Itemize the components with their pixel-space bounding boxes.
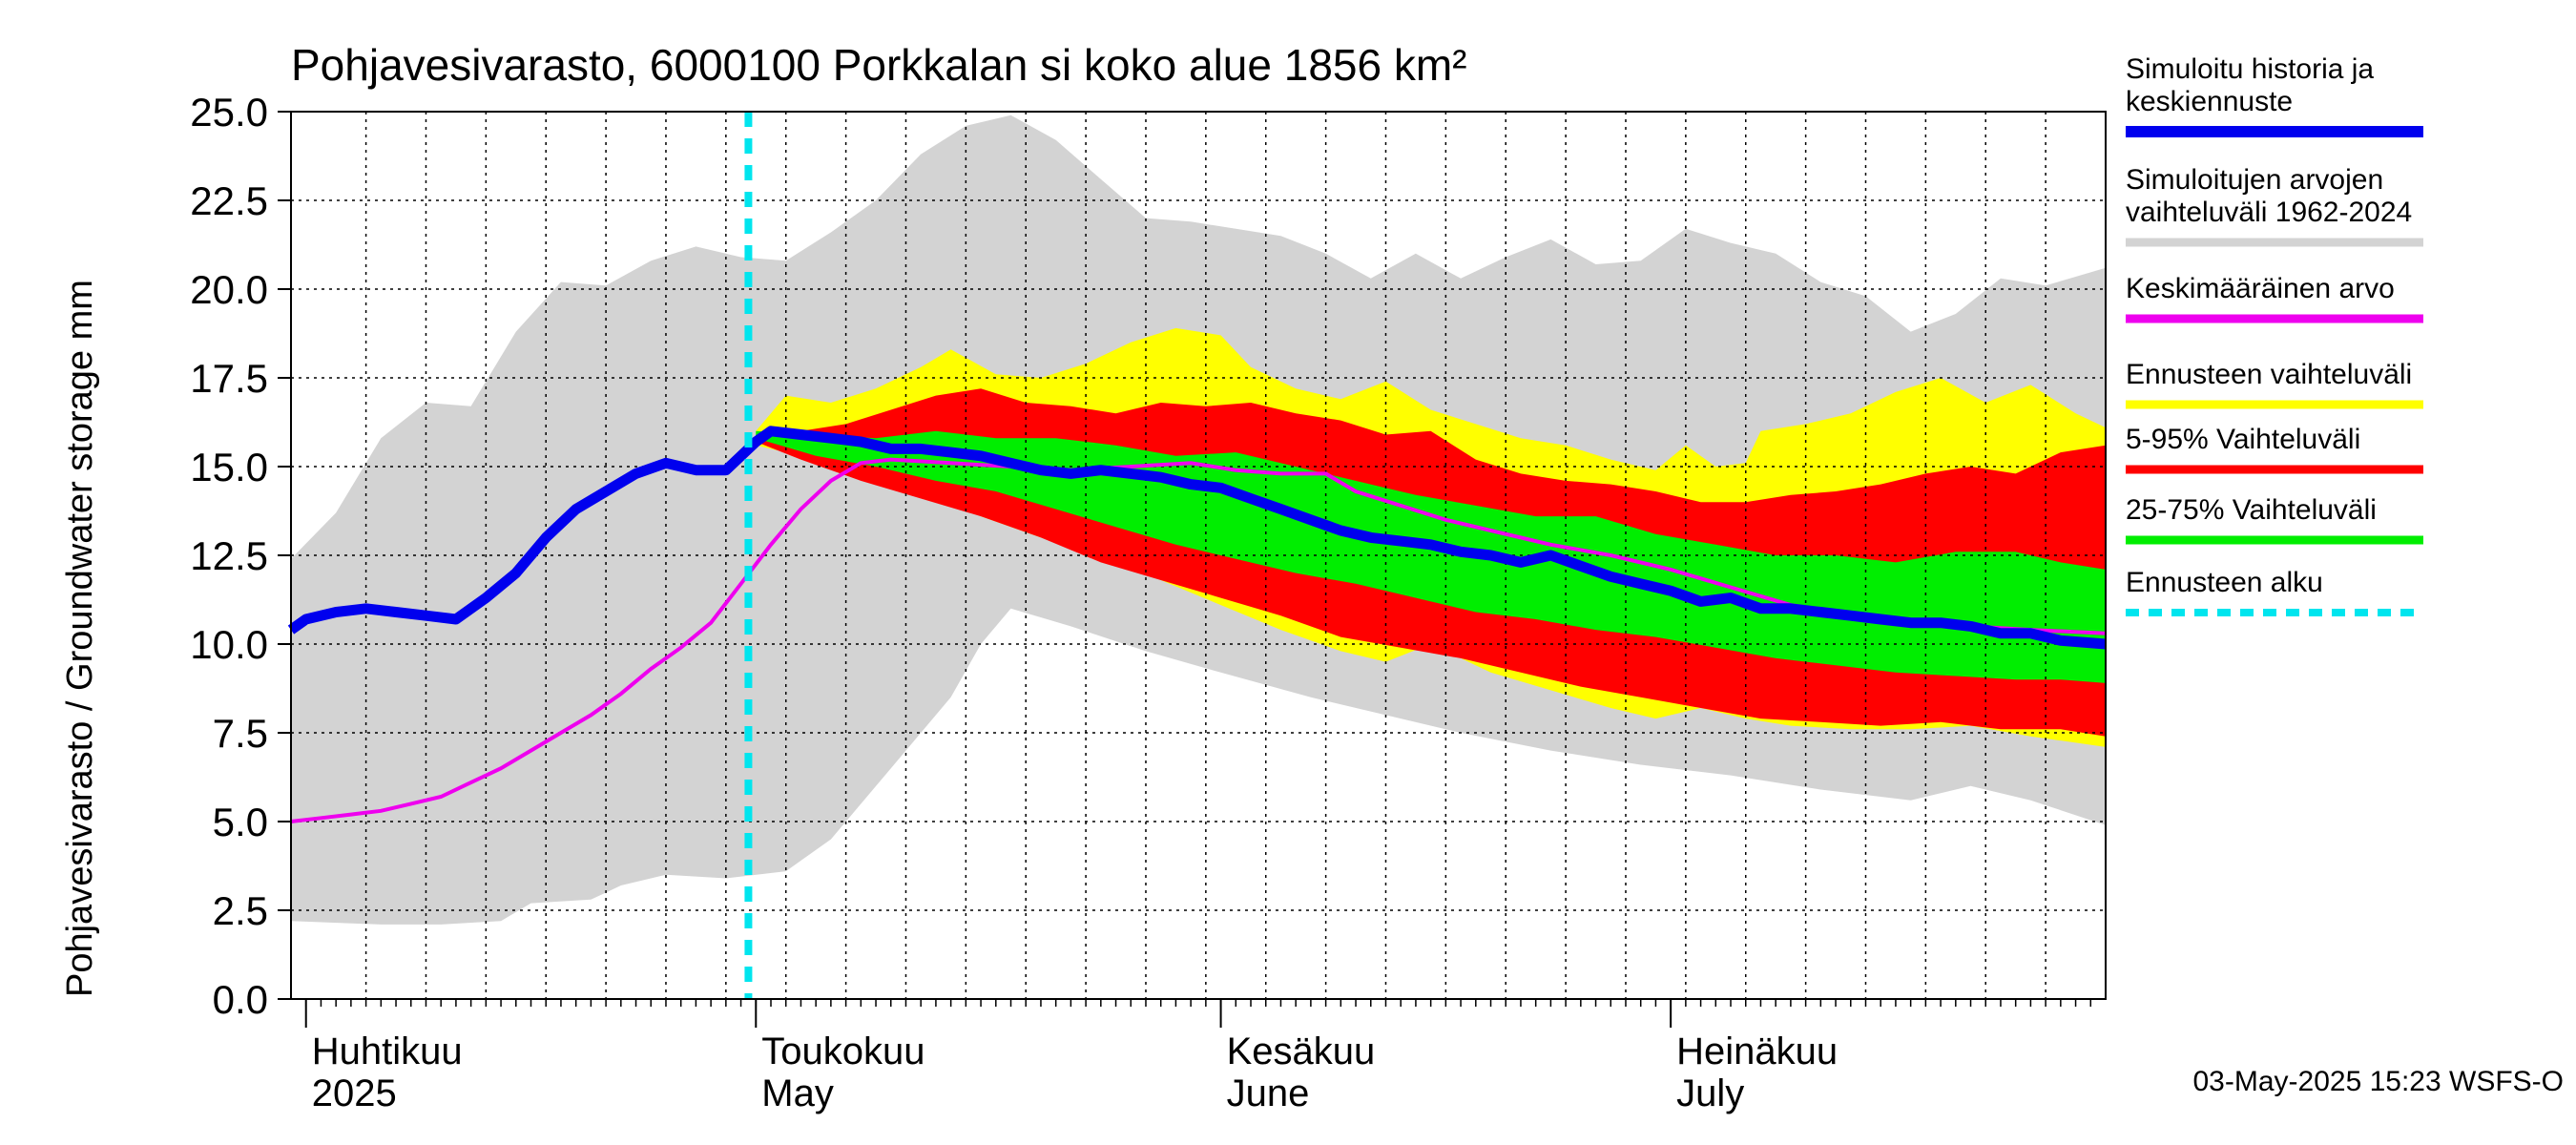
y-tick-label: 12.5 xyxy=(190,533,268,578)
legend-label: Ennusteen vaihteluväli xyxy=(2126,359,2412,390)
legend-label: Keskimääräinen arvo xyxy=(2126,273,2395,304)
chart-title: Pohjavesivarasto, 6000100 Porkkalan si k… xyxy=(291,40,1467,90)
legend-label: vaihteluväli 1962-2024 xyxy=(2126,197,2412,228)
month-label-en: May xyxy=(761,1072,834,1114)
month-label-fi: Toukokuu xyxy=(761,1030,924,1072)
line-layer xyxy=(287,112,2107,999)
month-label-fi: Huhtikuu xyxy=(312,1030,463,1072)
y-tick-label: 25.0 xyxy=(190,90,268,135)
legend-label: keskiennuste xyxy=(2126,86,2293,117)
history-forecast-line xyxy=(287,426,2107,650)
p25-75-band xyxy=(756,430,2106,683)
mean-line xyxy=(290,457,2107,823)
band-layer xyxy=(291,114,2106,925)
y-tick-label: 15.0 xyxy=(190,445,268,489)
y-tick-label: 10.0 xyxy=(190,622,268,667)
y-tick-label: 22.5 xyxy=(190,178,268,223)
grid-layer xyxy=(291,112,2106,999)
y-tick-label: 17.5 xyxy=(190,356,268,401)
legend-label: 5-95% Vaihteluväli xyxy=(2126,424,2360,455)
month-label-en: 2025 xyxy=(312,1072,397,1114)
y-tick-label: 20.0 xyxy=(190,267,268,312)
month-label-fi: Kesäkuu xyxy=(1227,1030,1376,1072)
legend-label: Simuloitu historia ja xyxy=(2126,53,2374,85)
legend-label: Simuloitujen arvojen xyxy=(2126,164,2383,196)
y-tick-label: 7.5 xyxy=(213,711,268,756)
month-label-en: June xyxy=(1227,1072,1310,1114)
plot-frame xyxy=(290,111,2107,1000)
legend-label: 25-75% Vaihteluväli xyxy=(2126,494,2377,526)
axis-layer: 0.0 2.5 5.0 7.5 10.0 12.5 15.0 17.5 20.0 22.5 25.0… xyxy=(190,90,2107,1114)
y-axis-label: Pohjavesivarasto / Groundwater storage m… xyxy=(60,280,100,997)
legend-label: Ennusteen alku xyxy=(2126,567,2323,598)
y-tick-label: 0.0 xyxy=(213,977,268,1022)
month-label-en: July xyxy=(1676,1072,1744,1114)
month-label-fi: Heinäkuu xyxy=(1676,1030,1838,1072)
y-tick-label: 5.0 xyxy=(213,800,268,844)
timestamp: 03-May-2025 15:23 WSFS-O xyxy=(2193,1066,2565,1097)
y-tick-label: 2.5 xyxy=(213,888,268,933)
